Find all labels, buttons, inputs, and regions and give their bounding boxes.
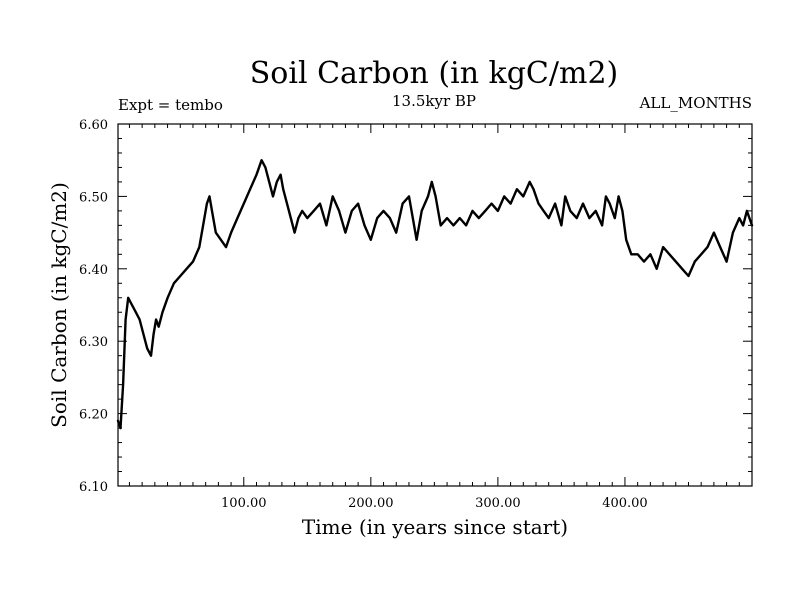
y-tick-label: 6.40 — [79, 263, 108, 278]
y-tick-label: 6.10 — [79, 480, 108, 495]
chart-subtitle: 13.5kyr BP — [392, 92, 476, 110]
x-tick-label: 100.00 — [221, 496, 267, 511]
series-group — [116, 159, 754, 430]
plot-frame — [117, 123, 753, 487]
x-tick-label: 300.00 — [475, 496, 521, 511]
y-tick-label: 6.30 — [79, 335, 108, 350]
y-tick-label: 6.20 — [79, 408, 108, 423]
series-line-soil-carbon — [116, 159, 754, 430]
x-axis-label: Time (in years since start) — [302, 515, 568, 539]
chart-title: Soil Carbon (in kgC/m2) — [250, 56, 618, 91]
x-tick-label: 200.00 — [348, 496, 394, 511]
y-tick-label: 6.50 — [79, 190, 108, 205]
x-tick-label: 400.00 — [602, 496, 648, 511]
axis-tick-labels: 100.00 200.00 300.00 400.00 6.10 6.20 6.30 6.40… — [79, 118, 648, 511]
months-label: ALL_MONTHS — [639, 94, 752, 112]
y-axis-label: Soil Carbon (in kgC/m2) — [47, 182, 71, 428]
y-tick-label: 6.60 — [79, 118, 108, 133]
experiment-label: Expt = tembo — [118, 96, 223, 114]
